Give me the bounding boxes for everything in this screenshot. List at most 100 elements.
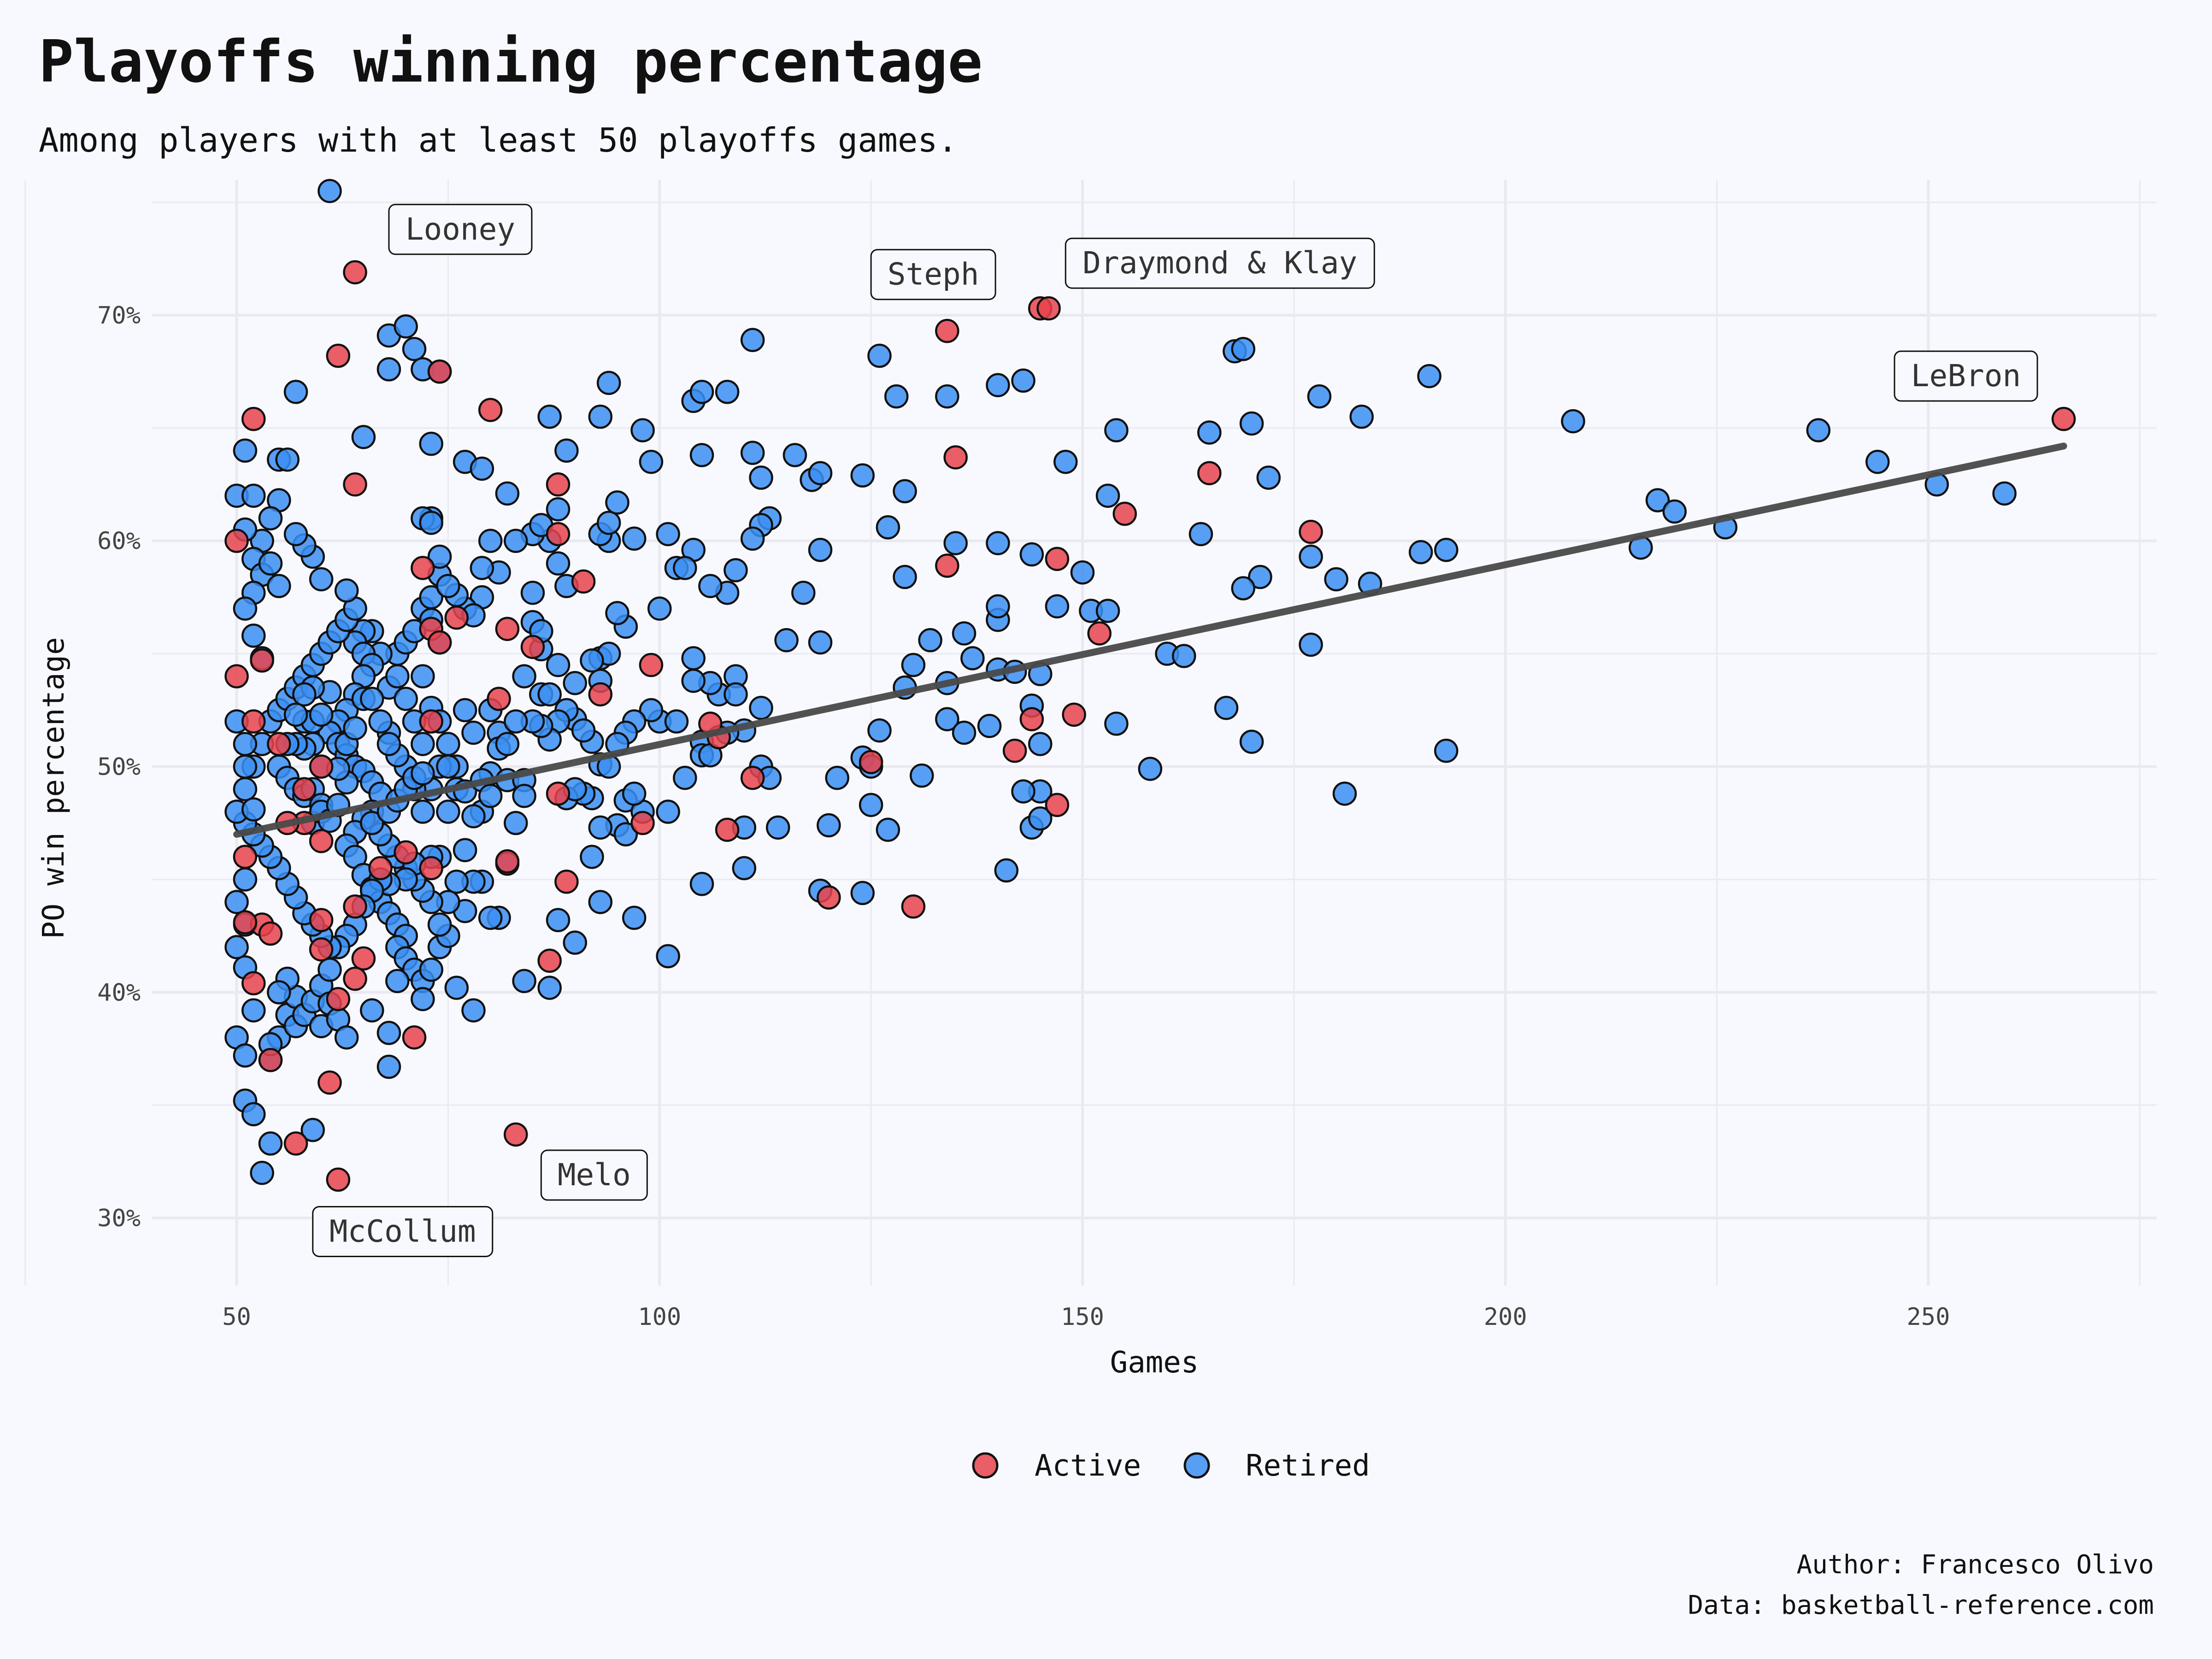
- data-point-retired: [952, 720, 977, 745]
- data-point-retired: [749, 695, 773, 720]
- data-point-retired: [258, 551, 283, 576]
- data-point-retired: [673, 556, 697, 580]
- data-point-retired: [588, 890, 613, 914]
- annotation-text: Looney: [406, 212, 515, 247]
- data-point-retired: [267, 574, 291, 598]
- data-point-active: [1002, 738, 1027, 763]
- legend-marker-active: [972, 1452, 999, 1479]
- data-point-active: [639, 653, 664, 677]
- data-point-retired: [334, 1025, 359, 1050]
- data-point-retired: [385, 664, 410, 688]
- data-point-retired: [224, 890, 249, 914]
- data-point-retired: [427, 912, 452, 937]
- data-point-retired: [791, 581, 816, 605]
- data-point-retired: [512, 664, 536, 688]
- annotation-box: [540, 1149, 648, 1201]
- data-point-retired: [876, 818, 900, 842]
- data-point-retired: [470, 556, 494, 580]
- annotation-box: [388, 204, 533, 255]
- data-point-retired: [935, 384, 959, 409]
- data-point-retired: [241, 624, 266, 648]
- data-point-retired: [444, 976, 469, 1000]
- annotation-label: Draymond & Klay: [1065, 237, 1375, 289]
- data-point-active: [901, 894, 926, 919]
- data-point-active: [520, 635, 545, 659]
- data-point-retired: [359, 998, 384, 1023]
- data-point-active: [292, 777, 317, 801]
- data-point-retired: [377, 1021, 401, 1045]
- data-point-retired: [808, 538, 833, 562]
- data-point-retired: [478, 783, 503, 808]
- data-point-active: [2051, 406, 2076, 431]
- trend-line: [233, 442, 2067, 838]
- y-tick-label: 60%: [97, 528, 141, 555]
- data-point-retired: [343, 716, 367, 741]
- data-point-retired: [901, 653, 926, 677]
- data-point-retired: [859, 793, 883, 817]
- data-point-retired: [1645, 488, 1670, 512]
- data-point-retired: [283, 380, 308, 404]
- data-point-retired: [1197, 420, 1222, 445]
- data-point-retired: [817, 813, 841, 838]
- data-point-active: [740, 765, 765, 790]
- annotation-text: LeBron: [1911, 358, 2021, 394]
- data-point-retired: [656, 522, 680, 547]
- data-point-retired: [689, 380, 714, 404]
- data-point-retired: [605, 490, 629, 515]
- data-point-active: [546, 522, 571, 547]
- data-point-active: [343, 472, 367, 497]
- data-point-retired: [546, 551, 571, 576]
- chart-title: Playoffs winning percentage: [39, 28, 983, 95]
- data-point-active: [326, 987, 351, 1012]
- axes: 50 100 150 200 250 30% 40% 50% 60% 70%: [97, 302, 1950, 1331]
- data-point-retired: [656, 944, 680, 969]
- data-point-retired: [1299, 632, 1323, 657]
- data-point-retired: [233, 867, 258, 892]
- data-point-retired: [563, 930, 587, 955]
- data-point-retired: [571, 718, 596, 743]
- data-point-active: [495, 849, 520, 874]
- data-point-retired: [233, 1043, 258, 1068]
- data-point-retired: [935, 707, 959, 731]
- data-point-retired: [1028, 806, 1053, 831]
- data-point-active: [487, 687, 511, 711]
- data-point-retired: [613, 822, 638, 847]
- data-point-retired: [639, 449, 664, 474]
- data-point-retired: [512, 969, 536, 994]
- data-point-active: [258, 921, 283, 946]
- data-point-active: [394, 840, 418, 865]
- data-point-retired: [732, 856, 757, 881]
- x-tick-label: 100: [638, 1303, 681, 1331]
- data-point-retired: [986, 531, 1010, 555]
- data-point-retired: [689, 871, 714, 896]
- data-point-active: [1062, 702, 1086, 727]
- data-point-active: [326, 343, 351, 368]
- x-tick-label: 150: [1061, 1303, 1104, 1331]
- data-point-retired: [580, 845, 604, 869]
- data-point-retired: [1332, 781, 1357, 806]
- y-tick-label: 30%: [97, 1205, 141, 1232]
- data-point-active: [343, 966, 367, 991]
- data-point-retired: [241, 483, 266, 508]
- data-point-active: [588, 682, 613, 706]
- data-point-active: [224, 529, 249, 553]
- data-point-active: [495, 617, 520, 641]
- data-point-retired: [563, 671, 587, 695]
- data-point-retired: [1408, 540, 1433, 565]
- data-point-retired: [605, 601, 629, 625]
- data-point-retired: [639, 698, 664, 723]
- data-point-retired: [1214, 695, 1239, 720]
- data-point-retired: [1256, 465, 1281, 490]
- data-point-retired: [368, 709, 393, 734]
- data-point-retired: [893, 565, 917, 589]
- data-point-retired: [808, 461, 833, 485]
- data-point-retired: [1865, 449, 1890, 474]
- data-point-retired: [453, 838, 477, 862]
- data-point-active: [537, 948, 562, 973]
- data-point-retired: [715, 380, 740, 404]
- data-point-active: [258, 1047, 283, 1072]
- data-point-retired: [309, 567, 334, 592]
- data-point-retired: [470, 456, 494, 481]
- data-point-retired: [461, 720, 486, 745]
